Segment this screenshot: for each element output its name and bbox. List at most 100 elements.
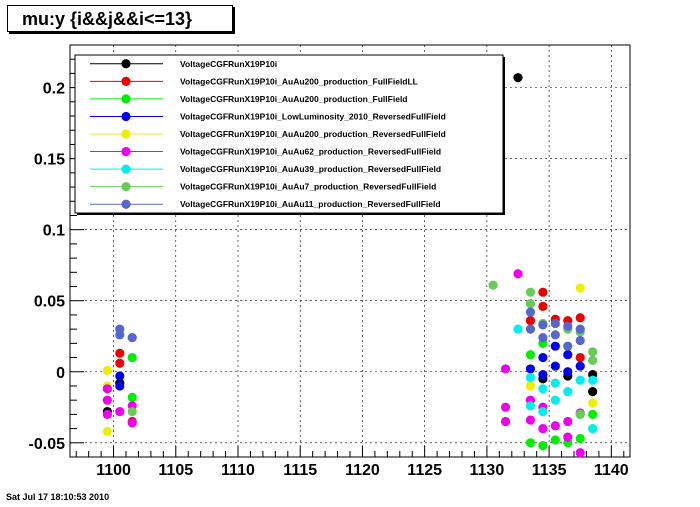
data-point [563, 321, 573, 331]
data-point [513, 73, 523, 83]
data-point [513, 324, 523, 334]
data-point [525, 324, 536, 334]
x-tick-label: 1105 [158, 462, 193, 479]
legend-label: VoltageCGFRunX19P10i_AuAu62_production_R… [180, 147, 441, 157]
data-point [115, 371, 125, 381]
legend-marker [121, 111, 131, 122]
data-point [102, 395, 112, 405]
data-point [525, 438, 536, 448]
legend-marker [121, 199, 131, 209]
data-point [538, 406, 548, 417]
data-point [500, 416, 511, 427]
data-point [525, 401, 536, 411]
y-tick-label: 0.05 [34, 294, 65, 311]
data-point [102, 426, 112, 437]
data-point [538, 287, 548, 297]
data-point [525, 364, 536, 374]
data-point [588, 375, 598, 385]
data-point [588, 398, 598, 408]
data-point [525, 316, 536, 326]
data-point [538, 301, 548, 312]
data-point [525, 287, 536, 297]
legend-label: VoltageCGFRunX19P10i_LowLuminosity_2010_… [180, 111, 446, 121]
data-point [500, 364, 511, 374]
data-point [127, 352, 137, 363]
legend: VoltageCGFRunX19P10i VoltageCGFRunX19P10i… [74, 54, 505, 215]
data-point [575, 448, 585, 458]
x-tick-label: 1115 [283, 462, 317, 479]
data-point [563, 387, 573, 397]
data-point [525, 372, 536, 383]
data-points [102, 73, 598, 458]
data-point [575, 324, 585, 334]
legend-marker [121, 146, 131, 157]
data-point [588, 347, 598, 357]
y-tick-label: 0.15 [34, 152, 65, 169]
legend-label: VoltageCGFRunX19P10i_AuAu11_production_R… [180, 199, 441, 209]
legend-marker [121, 94, 131, 104]
data-point [575, 409, 585, 419]
data-point [102, 365, 112, 375]
data-point [115, 330, 125, 340]
data-point [538, 423, 548, 434]
legend-marker [121, 129, 131, 139]
axes: 1100 1105 1110 1115 1120 1125 1130 1135 1140 -0.0… [29, 44, 629, 479]
legend-label: VoltageCGFRunX19P10i_AuAu7_production_Re… [180, 182, 436, 192]
data-point [575, 313, 585, 323]
data-point [563, 416, 573, 427]
legend-label: VoltageCGFRunX19P10i_AuAu39_production_R… [180, 164, 441, 174]
legend-label: VoltageCGFRunX19P10i_AuAu200_production_… [180, 129, 446, 139]
data-point [550, 421, 560, 431]
data-point [115, 348, 125, 358]
data-point [575, 352, 585, 363]
legend-label: VoltageCGFRunX19P10i_AuAu200_production_… [180, 94, 408, 104]
x-tick-label: 1100 [96, 462, 131, 479]
data-point [127, 418, 137, 428]
data-point [127, 392, 137, 402]
x-tick-label: 1110 [221, 462, 255, 479]
data-point [550, 395, 560, 405]
data-point [500, 402, 511, 412]
data-point [550, 330, 560, 340]
data-point [115, 381, 125, 391]
legend-label: VoltageCGFRunX19P10i_AuAu200_production_… [180, 76, 418, 86]
y-tick-label: -0.05 [29, 436, 66, 453]
data-point [575, 433, 585, 444]
data-point [127, 406, 137, 417]
data-point [488, 280, 498, 290]
data-point [525, 381, 536, 391]
chart-title: mu:y {i&&j&&i<=13} [7, 5, 233, 32]
data-point [575, 283, 585, 293]
timestamp-label: Sat Jul 17 18:10:53 2010 [6, 492, 110, 502]
data-point [525, 307, 536, 317]
data-point [525, 415, 536, 425]
x-tick-label: 1135 [532, 462, 567, 479]
data-point [563, 350, 573, 360]
data-point [538, 370, 548, 380]
data-point [513, 269, 523, 279]
data-point [575, 375, 585, 385]
data-point [563, 341, 573, 351]
data-point [538, 441, 548, 451]
data-point [550, 378, 560, 388]
legend-marker [121, 76, 131, 86]
data-point [102, 384, 112, 394]
data-point [115, 406, 125, 417]
x-tick-label: 1120 [345, 462, 380, 479]
data-point [563, 432, 573, 442]
data-point [102, 409, 112, 419]
legend-label: VoltageCGFRunX19P10i [180, 59, 277, 69]
x-tick-label: 1130 [470, 462, 505, 479]
data-point [550, 361, 560, 371]
y-tick-label: 0 [56, 365, 65, 382]
legend-marker [121, 164, 131, 174]
data-point [550, 318, 560, 329]
data-point [525, 350, 536, 360]
data-point [563, 367, 573, 377]
data-point [538, 384, 548, 394]
data-point [588, 387, 598, 397]
data-point [538, 320, 548, 330]
y-tick-label: 0.1 [43, 223, 65, 240]
data-point [588, 355, 598, 365]
